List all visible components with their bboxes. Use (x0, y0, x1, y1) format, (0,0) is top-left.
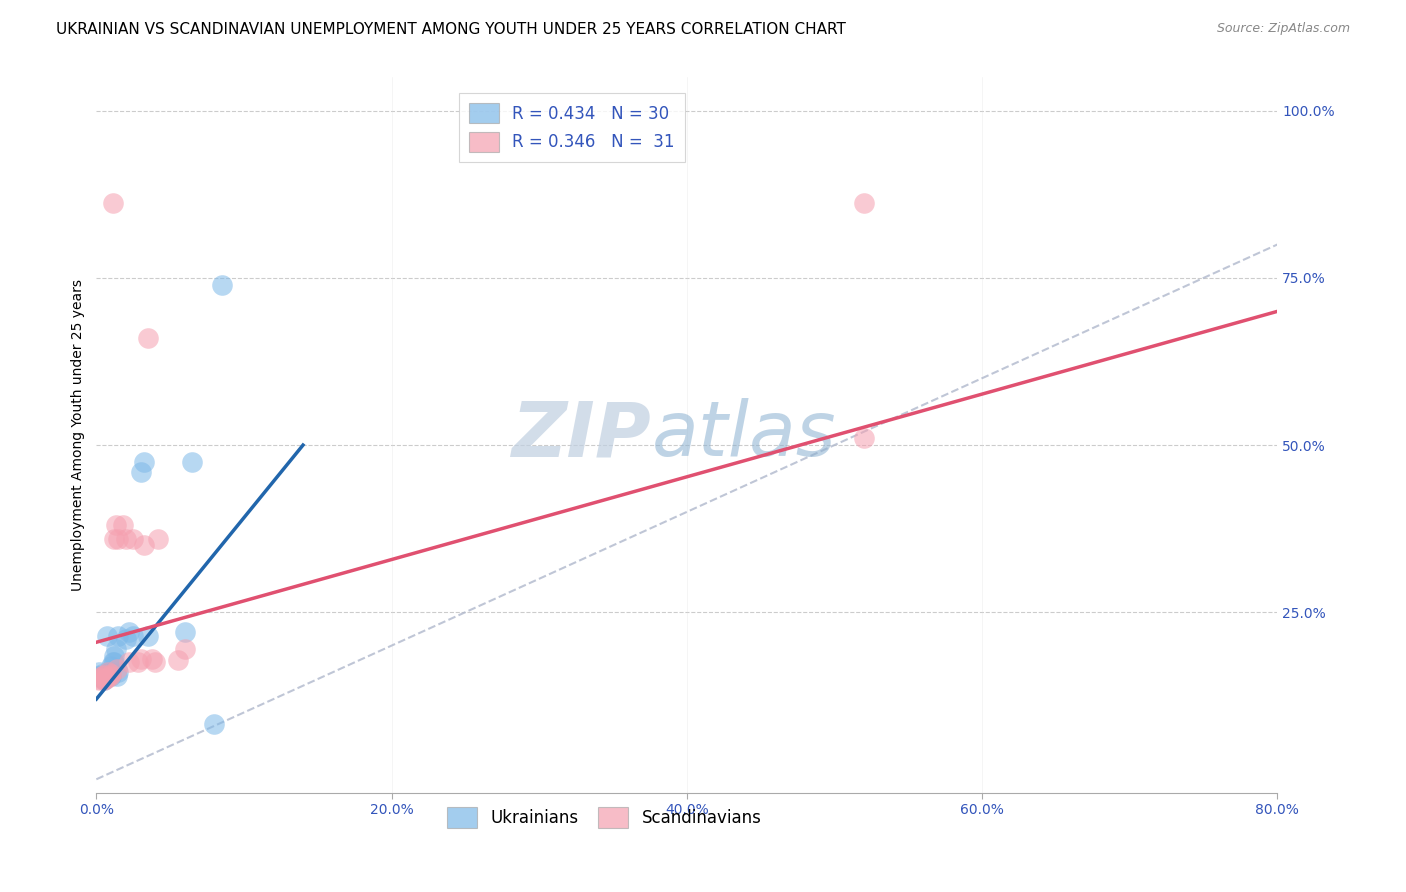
Point (136, 331, 159, 345)
Text: ZIP: ZIP (512, 398, 651, 472)
Point (87, 668, 110, 682)
Point (94, 668, 117, 682)
Text: UKRAINIAN VS SCANDINAVIAN UNEMPLOYMENT AMONG YOUTH UNDER 25 YEARS CORRELATION CH: UKRAINIAN VS SCANDINAVIAN UNEMPLOYMENT A… (56, 22, 846, 37)
Point (174, 642, 197, 657)
Text: atlas: atlas (651, 398, 837, 472)
Point (852, 196, 875, 211)
Text: Source: ZipAtlas.com: Source: ZipAtlas.com (1216, 22, 1350, 36)
Point (93, 673, 115, 688)
Point (103, 532, 125, 546)
Point (174, 625, 197, 640)
Point (90, 671, 112, 685)
Point (89, 673, 111, 688)
Point (104, 518, 127, 533)
Point (105, 668, 128, 682)
Point (89, 665, 111, 680)
Point (852, 431, 875, 445)
Point (145, 656, 167, 670)
Point (96, 629, 118, 643)
Point (101, 196, 124, 211)
Point (118, 625, 141, 640)
Point (107, 532, 129, 546)
Point (93, 671, 115, 685)
Point (96, 671, 118, 685)
Point (90, 668, 112, 682)
Point (122, 629, 145, 643)
Point (103, 656, 125, 670)
Point (132, 455, 155, 469)
Point (115, 532, 138, 546)
Point (148, 532, 170, 546)
Point (115, 632, 138, 646)
Point (122, 532, 145, 546)
Point (94, 672, 117, 686)
Point (96, 666, 118, 681)
Point (141, 652, 163, 666)
Point (91, 668, 114, 682)
Point (93, 668, 115, 682)
Point (127, 656, 149, 670)
Legend: Ukrainians, Scandinavians: Ukrainians, Scandinavians (440, 801, 768, 834)
Point (136, 629, 159, 643)
Point (97, 665, 120, 680)
Point (107, 665, 129, 680)
Point (107, 629, 129, 643)
Point (104, 642, 127, 657)
Y-axis label: Unemployment Among Youth under 25 years: Unemployment Among Youth under 25 years (72, 279, 86, 591)
Point (98, 665, 121, 680)
Point (100, 666, 122, 681)
Point (204, 717, 226, 731)
Point (132, 538, 155, 552)
Point (100, 668, 122, 682)
Point (118, 656, 141, 670)
Point (93, 673, 115, 688)
Point (101, 656, 124, 670)
Point (129, 465, 152, 479)
Point (111, 518, 134, 533)
Point (103, 648, 125, 663)
Point (129, 652, 152, 666)
Point (105, 662, 128, 676)
Point (91, 666, 114, 681)
Point (211, 277, 233, 292)
Point (97, 668, 120, 682)
Point (98, 668, 121, 682)
Point (87, 672, 110, 686)
Point (100, 658, 122, 673)
Point (166, 653, 188, 667)
Point (181, 455, 204, 469)
